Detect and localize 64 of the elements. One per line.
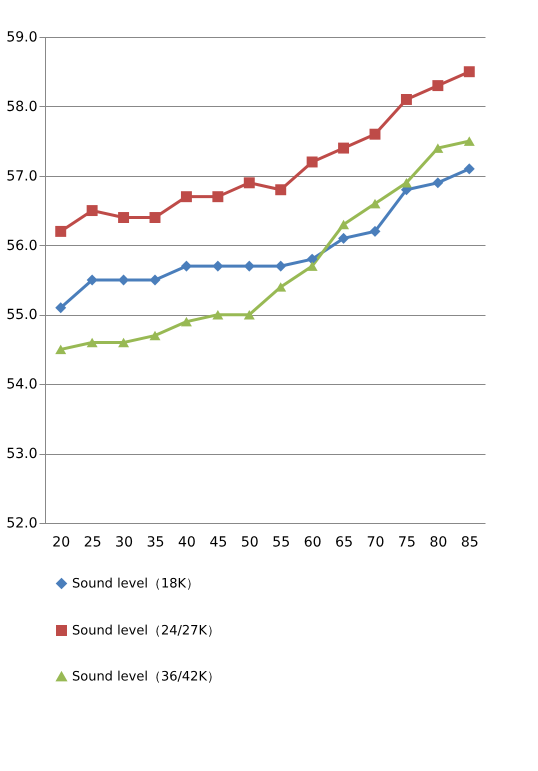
point xyxy=(212,310,224,320)
x-tick-label: 20 xyxy=(52,534,70,550)
x-tick-label: 45 xyxy=(209,534,228,550)
legend-label: Sound level（24/27K） xyxy=(72,624,220,638)
point xyxy=(86,338,98,348)
point xyxy=(244,260,255,272)
point xyxy=(275,260,286,272)
point xyxy=(118,338,130,348)
x-tick-label: 25 xyxy=(84,534,102,550)
x-tick-label: 70 xyxy=(366,534,384,550)
x-tick-label: 65 xyxy=(335,534,353,550)
point xyxy=(432,80,444,92)
point xyxy=(180,191,192,202)
point xyxy=(55,344,66,354)
point xyxy=(338,142,350,154)
x-tick-label: 40 xyxy=(178,534,196,550)
point xyxy=(180,260,192,272)
point xyxy=(86,274,98,286)
point xyxy=(118,212,130,223)
y-tick-label: 52.0 xyxy=(6,516,38,532)
point xyxy=(370,226,380,237)
y-tick-label: 59.0 xyxy=(6,30,38,46)
y-tick-label: 56.0 xyxy=(6,238,38,254)
point xyxy=(150,330,160,340)
point xyxy=(244,177,255,188)
point xyxy=(306,156,318,168)
point xyxy=(370,128,380,140)
point xyxy=(432,143,444,153)
y-tick-label: 58.0 xyxy=(6,98,38,115)
point xyxy=(150,212,160,223)
legend-label: Sound level（36/42K） xyxy=(72,670,220,684)
x-tick-label: 80 xyxy=(429,534,448,550)
y-tick-label: 54.0 xyxy=(6,376,38,393)
point xyxy=(400,94,412,105)
point xyxy=(400,178,412,188)
point xyxy=(464,66,475,78)
point xyxy=(275,184,286,196)
point xyxy=(244,310,255,320)
x-tick-label: 30 xyxy=(115,534,133,550)
point xyxy=(150,274,160,286)
point xyxy=(338,220,350,230)
point xyxy=(464,163,475,174)
point xyxy=(55,302,66,314)
point xyxy=(432,177,444,188)
y-tick-label: 57.0 xyxy=(6,168,38,184)
x-tick-label: 75 xyxy=(398,534,416,550)
x-tick-label: 35 xyxy=(146,534,164,550)
point xyxy=(86,205,98,216)
point xyxy=(464,136,475,146)
point xyxy=(55,226,66,237)
x-tick-label: 55 xyxy=(272,534,290,550)
point xyxy=(370,198,380,208)
point xyxy=(212,191,224,202)
y-tick-label: 55.0 xyxy=(6,307,38,324)
point xyxy=(212,260,224,272)
y-tick-label: 53.0 xyxy=(6,446,38,462)
point xyxy=(306,261,318,271)
x-tick-label: 50 xyxy=(240,534,259,550)
point xyxy=(338,232,350,244)
point xyxy=(306,254,318,265)
point xyxy=(180,316,192,326)
x-tick-label: 60 xyxy=(304,534,322,550)
x-tick-label: 85 xyxy=(460,534,479,550)
legend-label: Sound level（18K） xyxy=(72,576,200,592)
